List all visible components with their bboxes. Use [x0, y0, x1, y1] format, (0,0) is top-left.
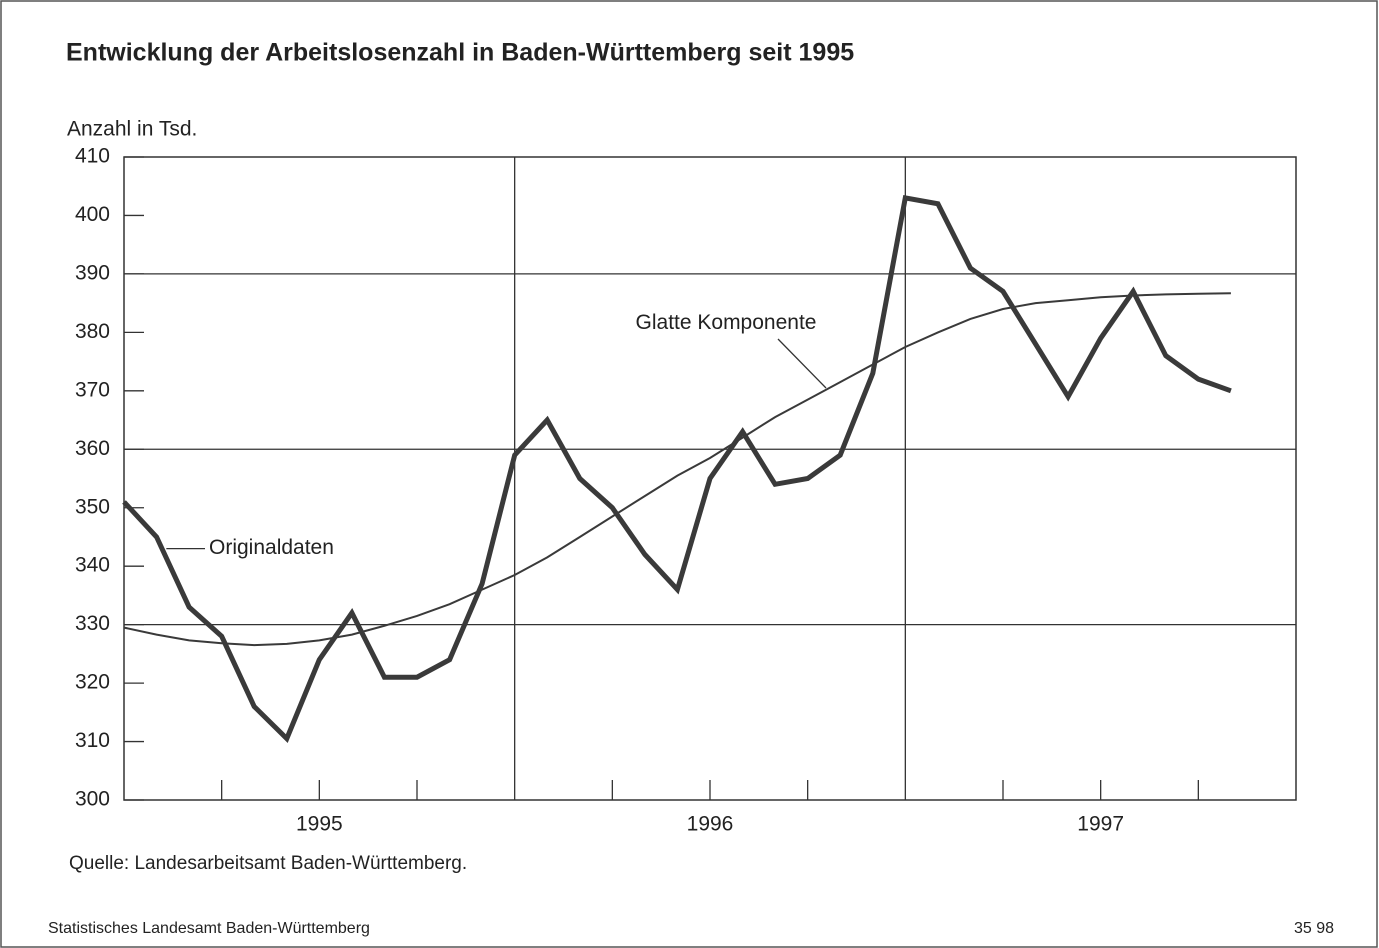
- y-tick-label: 410: [75, 145, 110, 168]
- x-tick-label: 1995: [296, 813, 343, 836]
- footer-left: Statistisches Landesamt Baden-Württember…: [48, 920, 370, 937]
- footer-right: 35 98: [1294, 920, 1334, 937]
- y-axis-label: Anzahl in Tsd.: [67, 118, 197, 141]
- legend-label: Originaldaten: [209, 536, 334, 559]
- chart-title: Entwicklung der Arbeitslosenzahl in Bade…: [66, 39, 854, 67]
- y-tick-label: 390: [75, 261, 110, 284]
- y-tick-label: 300: [75, 788, 110, 811]
- y-tick-label: 360: [75, 437, 110, 460]
- y-tick-label: 330: [75, 612, 110, 635]
- x-tick-label: 1996: [687, 813, 734, 836]
- legend-label: Glatte Komponente: [636, 311, 817, 334]
- x-tick-label: 1997: [1077, 813, 1124, 836]
- y-tick-label: 340: [75, 554, 110, 577]
- source: Quelle: Landesarbeitsamt Baden-Württembe…: [69, 853, 467, 874]
- y-tick-label: 370: [75, 378, 110, 401]
- y-tick-label: 400: [75, 203, 110, 226]
- leader-line: [777, 338, 827, 389]
- original-line: [122, 194, 1232, 743]
- smooth-line: [123, 292, 1231, 647]
- y-tick-label: 350: [75, 495, 110, 518]
- y-tick-label: 320: [75, 671, 110, 694]
- y-tick-label: 310: [75, 729, 110, 752]
- y-tick-label: 380: [75, 320, 110, 343]
